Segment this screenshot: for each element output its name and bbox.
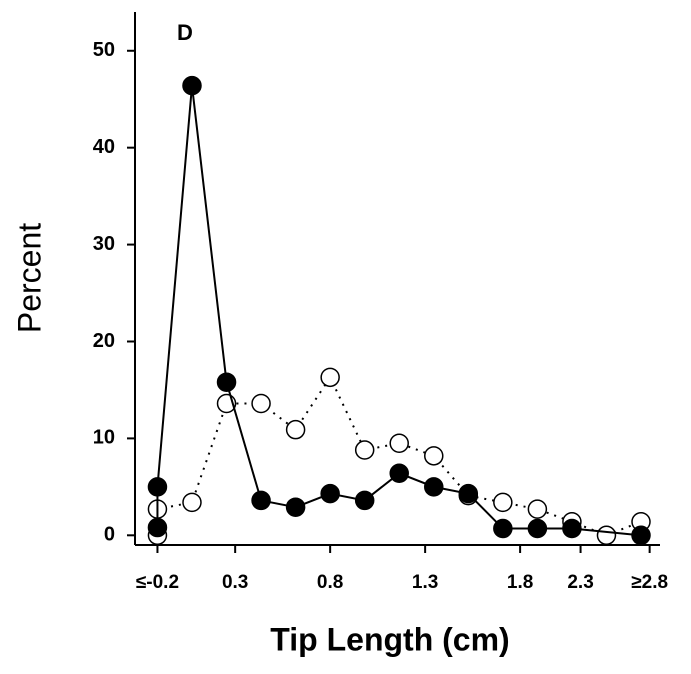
- data-point: [285, 497, 306, 517]
- chart-title: D: [177, 20, 193, 45]
- data-point: [354, 440, 375, 460]
- data-point: [251, 393, 271, 414]
- data-point: [147, 477, 168, 497]
- y-tick-label: 0: [104, 524, 115, 546]
- data-point: [424, 477, 444, 497]
- data-point: [458, 483, 479, 504]
- y-axis-label: Percent: [11, 223, 47, 333]
- data-point: [596, 525, 617, 546]
- y-tick-label: 40: [93, 136, 115, 158]
- data-point: [527, 518, 548, 539]
- data-point: [493, 518, 513, 539]
- data-point: [562, 518, 582, 539]
- data-point: [631, 525, 651, 546]
- data-point: [251, 490, 271, 511]
- data-point: [182, 75, 202, 96]
- data-point: [424, 446, 444, 466]
- data-point: [285, 419, 306, 440]
- y-tick-label: 20: [93, 330, 115, 352]
- x-tick-label: 1.8: [507, 572, 533, 593]
- x-axis-label: Tip Length (cm): [270, 621, 509, 657]
- data-point: [527, 499, 548, 519]
- x-tick-label: 1.3: [412, 572, 438, 593]
- data-point: [320, 483, 340, 504]
- x-tick-label: ≥2.8: [631, 572, 668, 593]
- x-tick-label: 0.3: [222, 572, 248, 593]
- data-point: [182, 492, 202, 513]
- data-point: [216, 372, 237, 392]
- x-tick-label: 0.8: [317, 572, 343, 593]
- y-tick-label: 50: [93, 39, 115, 61]
- x-tick-label: 2.3: [567, 572, 593, 593]
- x-tick-label: ≤-0.2: [136, 572, 179, 593]
- series-line: [156, 375, 642, 537]
- data-point: [389, 433, 409, 453]
- data-point: [320, 367, 340, 388]
- data-point: [147, 517, 168, 538]
- data-point: [389, 463, 409, 484]
- y-tick-label: 30: [93, 233, 115, 255]
- data-point: [354, 490, 375, 511]
- y-tick-label: 10: [93, 427, 115, 449]
- data-point: [493, 492, 513, 513]
